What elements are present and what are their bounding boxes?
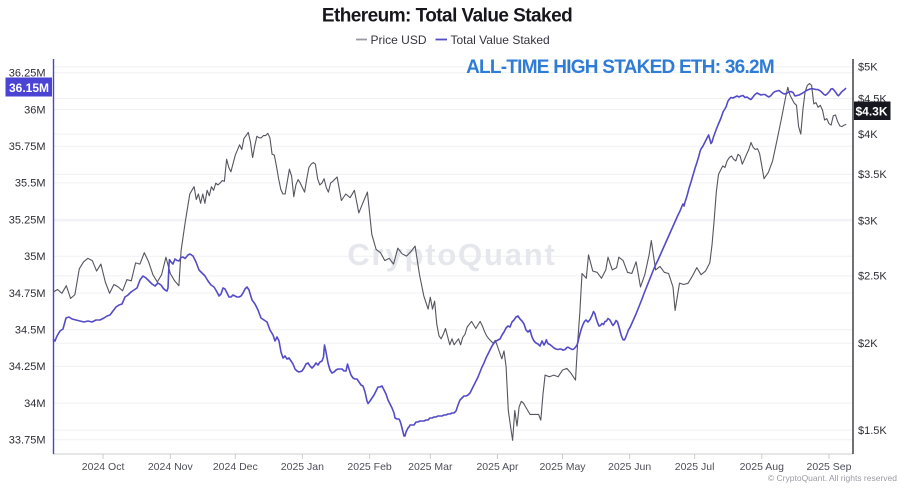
svg-text:Price USD: Price USD <box>371 33 427 47</box>
svg-text:35.75M: 35.75M <box>9 141 46 153</box>
svg-text:34.25M: 34.25M <box>9 361 46 373</box>
svg-text:36.25M: 36.25M <box>9 68 46 80</box>
svg-text:36M: 36M <box>24 104 45 116</box>
svg-text:Total Value Staked: Total Value Staked <box>451 33 550 47</box>
svg-text:$3K: $3K <box>858 216 878 228</box>
svg-text:2025 May: 2025 May <box>539 461 586 473</box>
svg-text:$2K: $2K <box>858 338 878 350</box>
svg-text:36.15M: 36.15M <box>9 81 49 95</box>
svg-text:$1.5K: $1.5K <box>858 425 887 437</box>
svg-text:33.75M: 33.75M <box>9 435 46 447</box>
svg-text:Ethereum: Total Value Staked: Ethereum: Total Value Staked <box>322 6 572 27</box>
svg-text:© CryptoQuant. All rights rese: © CryptoQuant. All rights reserved <box>768 473 897 483</box>
svg-text:2025 Sep: 2025 Sep <box>807 461 852 473</box>
svg-text:34.5M: 34.5M <box>15 325 46 337</box>
svg-text:2024 Dec: 2024 Dec <box>213 461 258 473</box>
svg-text:2024 Nov: 2024 Nov <box>148 461 194 473</box>
svg-text:2025 Jul: 2025 Jul <box>675 461 715 473</box>
svg-text:2024 Oct: 2024 Oct <box>82 461 125 473</box>
svg-text:ALL-TIME HIGH STAKED ETH: 36.2: ALL-TIME HIGH STAKED ETH: 36.2M <box>466 57 774 78</box>
svg-text:2025 Mar: 2025 Mar <box>408 461 453 473</box>
svg-text:34.75M: 34.75M <box>9 288 46 300</box>
svg-text:2025 Jan: 2025 Jan <box>281 461 324 473</box>
svg-text:2025 Feb: 2025 Feb <box>347 461 392 473</box>
svg-text:35.5M: 35.5M <box>15 178 46 190</box>
svg-text:2025 Jun: 2025 Jun <box>608 461 651 473</box>
svg-text:CryptoQuant: CryptoQuant <box>347 237 556 272</box>
svg-text:$2.5K: $2.5K <box>858 271 887 283</box>
svg-text:2025 Apr: 2025 Apr <box>476 461 519 473</box>
svg-text:34M: 34M <box>24 398 45 410</box>
svg-text:$4.3K: $4.3K <box>856 105 888 119</box>
svg-text:$4K: $4K <box>858 129 878 141</box>
svg-text:$3.5K: $3.5K <box>858 169 887 181</box>
svg-text:2025 Aug: 2025 Aug <box>740 461 785 473</box>
svg-text:35M: 35M <box>24 251 45 263</box>
svg-text:35.25M: 35.25M <box>9 214 46 226</box>
svg-text:$5K: $5K <box>858 62 878 74</box>
